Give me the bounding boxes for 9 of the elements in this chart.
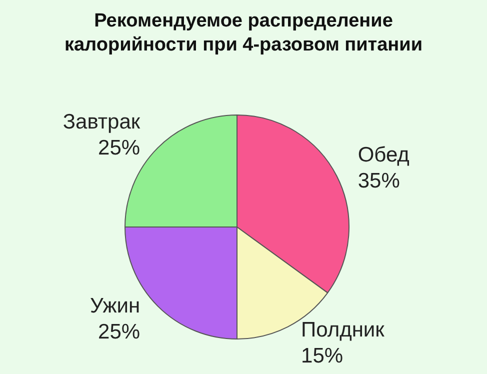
data-label: 25% <box>98 320 140 344</box>
data-label: 25% <box>98 136 140 160</box>
chart-title: Рекомендуемое распределение калорийности при 4-разовом питании <box>64 10 423 56</box>
data-label: 15% <box>301 344 344 368</box>
slice-label: Завтрак <box>62 110 141 134</box>
data-label: 35% <box>358 169 400 192</box>
slice-label: Обед <box>358 143 410 166</box>
slice-label: Полдник <box>301 318 386 342</box>
slice-label: Ужин <box>90 294 140 318</box>
